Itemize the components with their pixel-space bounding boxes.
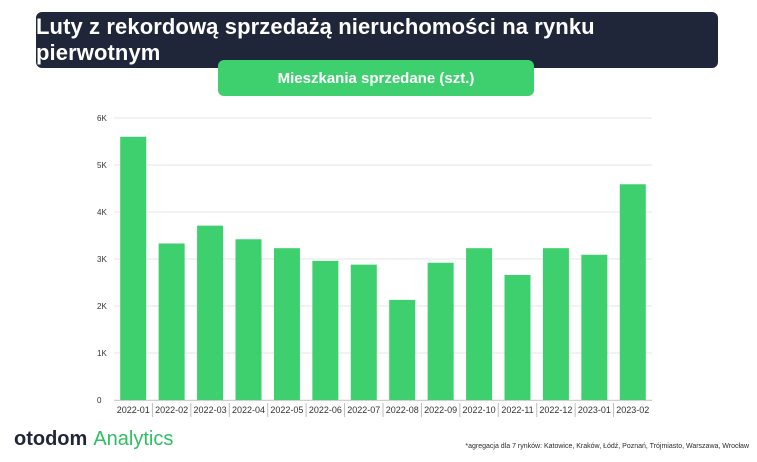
subtitle-pill: Mieszkania sprzedane (szt.) [218, 60, 534, 96]
logo-product: Analytics [93, 428, 174, 450]
bar [235, 239, 262, 400]
bar [158, 243, 185, 400]
bar [273, 248, 300, 400]
title-banner: Luty z rekordową sprzedażą nieruchomości… [36, 12, 718, 68]
x-tick-label: 2022-11 [501, 405, 533, 415]
x-tick-label: 2022-03 [194, 405, 227, 415]
x-tick-label: 2023-02 [616, 405, 649, 415]
x-tick-label: 2022-06 [309, 405, 342, 415]
footnote: *agregacja dla 7 rynków: Katowice, Krakó… [465, 443, 749, 450]
x-tick-label: 2022-08 [386, 405, 419, 415]
otodom-analytics-logo: otodom Analytics [14, 428, 173, 454]
x-tick-label: 2022-02 [155, 405, 188, 415]
y-tick-label: 1K [97, 349, 107, 358]
x-tick-label: 2022-07 [347, 405, 380, 415]
x-tick-label: 2022-04 [232, 405, 265, 415]
bar [350, 264, 377, 400]
x-tick-label: 2022-10 [463, 405, 496, 415]
logo-brand: otodom [14, 428, 88, 450]
bar [427, 262, 454, 400]
bar [312, 260, 339, 400]
bar [389, 299, 416, 400]
y-tick-label: 4K [97, 208, 107, 217]
y-tick-label: 5K [97, 161, 107, 170]
y-tick-label: 0 [97, 396, 102, 405]
x-tick-label: 2022-09 [424, 405, 457, 415]
bar [466, 248, 493, 400]
bar [197, 225, 224, 400]
x-tick-label: 2022-01 [117, 405, 150, 415]
y-tick-label: 2K [97, 302, 107, 311]
y-tick-label: 6K [97, 114, 107, 123]
bar [581, 254, 608, 400]
x-tick-label: 2022-12 [539, 405, 572, 415]
x-tick-label: 2023-01 [578, 405, 611, 415]
bar [504, 274, 531, 400]
chart-subtitle: Mieszkania sprzedane (szt.) [277, 69, 475, 87]
bar [542, 248, 569, 400]
bar [120, 136, 147, 401]
y-tick-label: 3K [97, 255, 107, 264]
bar [619, 184, 646, 400]
x-tick-label: 2022-05 [270, 405, 303, 415]
chart-title: Luty z rekordową sprzedażą nieruchomości… [36, 14, 595, 65]
